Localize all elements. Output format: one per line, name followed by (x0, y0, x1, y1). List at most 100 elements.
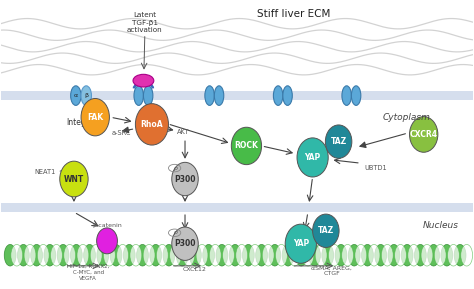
Ellipse shape (134, 86, 144, 105)
Ellipse shape (231, 127, 262, 165)
Ellipse shape (183, 244, 195, 266)
Ellipse shape (309, 244, 320, 266)
Text: UBTD1: UBTD1 (365, 164, 387, 171)
Ellipse shape (269, 244, 281, 266)
Text: Nucleus: Nucleus (423, 221, 459, 229)
Ellipse shape (18, 244, 29, 266)
Ellipse shape (428, 244, 439, 266)
Ellipse shape (203, 244, 215, 266)
Ellipse shape (130, 244, 142, 266)
Ellipse shape (196, 244, 208, 266)
Ellipse shape (143, 244, 155, 266)
Ellipse shape (172, 162, 198, 196)
Ellipse shape (11, 244, 23, 266)
Ellipse shape (342, 244, 354, 266)
Ellipse shape (71, 86, 81, 105)
Text: Latent
TGF-β1
activation: Latent TGF-β1 activation (127, 12, 163, 33)
Ellipse shape (382, 244, 393, 266)
Ellipse shape (156, 244, 168, 266)
Text: WNT: WNT (64, 175, 84, 184)
Text: β-catenin: β-catenin (92, 223, 122, 227)
Ellipse shape (81, 99, 109, 136)
Ellipse shape (315, 244, 327, 266)
Text: β: β (84, 93, 88, 98)
Ellipse shape (322, 244, 334, 266)
Ellipse shape (342, 86, 351, 105)
Ellipse shape (60, 161, 88, 197)
Text: Integrin: Integrin (66, 118, 96, 127)
Ellipse shape (414, 244, 426, 266)
Ellipse shape (275, 244, 287, 266)
Ellipse shape (262, 244, 274, 266)
Ellipse shape (205, 86, 214, 105)
Ellipse shape (421, 244, 433, 266)
Ellipse shape (110, 244, 122, 266)
Ellipse shape (90, 244, 102, 266)
Ellipse shape (313, 214, 339, 247)
Ellipse shape (351, 86, 361, 105)
Ellipse shape (289, 244, 301, 266)
Ellipse shape (447, 244, 459, 266)
Ellipse shape (44, 244, 56, 266)
Ellipse shape (103, 244, 115, 266)
Ellipse shape (229, 244, 241, 266)
Ellipse shape (297, 138, 328, 177)
Ellipse shape (401, 244, 413, 266)
Ellipse shape (136, 104, 168, 145)
Ellipse shape (97, 244, 109, 266)
Ellipse shape (81, 86, 91, 105)
Ellipse shape (242, 244, 254, 266)
Ellipse shape (395, 244, 406, 266)
Ellipse shape (97, 228, 118, 254)
Ellipse shape (51, 244, 63, 266)
Ellipse shape (190, 244, 201, 266)
Ellipse shape (335, 244, 347, 266)
Ellipse shape (441, 244, 453, 266)
Ellipse shape (137, 244, 148, 266)
Ellipse shape (24, 244, 36, 266)
Ellipse shape (325, 125, 352, 158)
Text: CXCL12: CXCL12 (182, 267, 206, 272)
Ellipse shape (144, 86, 153, 105)
Ellipse shape (37, 244, 49, 266)
Ellipse shape (150, 244, 162, 266)
Text: NEAT1: NEAT1 (35, 169, 56, 175)
Ellipse shape (328, 244, 340, 266)
Ellipse shape (434, 244, 446, 266)
Ellipse shape (375, 244, 387, 266)
Ellipse shape (255, 244, 267, 266)
Ellipse shape (454, 244, 466, 266)
Text: TAZ: TAZ (330, 137, 347, 146)
Ellipse shape (163, 244, 175, 266)
Text: YAP: YAP (304, 153, 321, 162)
FancyBboxPatch shape (0, 91, 474, 100)
Text: αSMA, AREG,
CTGF: αSMA, AREG, CTGF (311, 266, 352, 277)
Ellipse shape (355, 244, 367, 266)
Ellipse shape (71, 244, 82, 266)
Ellipse shape (283, 86, 292, 105)
Ellipse shape (282, 244, 294, 266)
Ellipse shape (57, 244, 69, 266)
Text: YAP: YAP (292, 239, 309, 248)
Text: α: α (74, 93, 78, 98)
Ellipse shape (408, 244, 419, 266)
Ellipse shape (210, 244, 221, 266)
Ellipse shape (223, 244, 235, 266)
Text: RhoA: RhoA (141, 120, 163, 129)
Text: AKT: AKT (176, 129, 189, 135)
Ellipse shape (273, 86, 283, 105)
Text: p: p (173, 166, 177, 171)
Ellipse shape (4, 244, 16, 266)
Ellipse shape (216, 244, 228, 266)
Text: a-SRC: a-SRC (111, 130, 131, 136)
Ellipse shape (176, 244, 188, 266)
Ellipse shape (302, 244, 314, 266)
Ellipse shape (348, 244, 360, 266)
Ellipse shape (31, 244, 43, 266)
Text: TAZ: TAZ (318, 226, 334, 235)
Ellipse shape (64, 244, 76, 266)
Ellipse shape (249, 244, 261, 266)
Text: ROCK: ROCK (235, 141, 258, 151)
Text: P300: P300 (174, 239, 196, 248)
Ellipse shape (170, 244, 182, 266)
